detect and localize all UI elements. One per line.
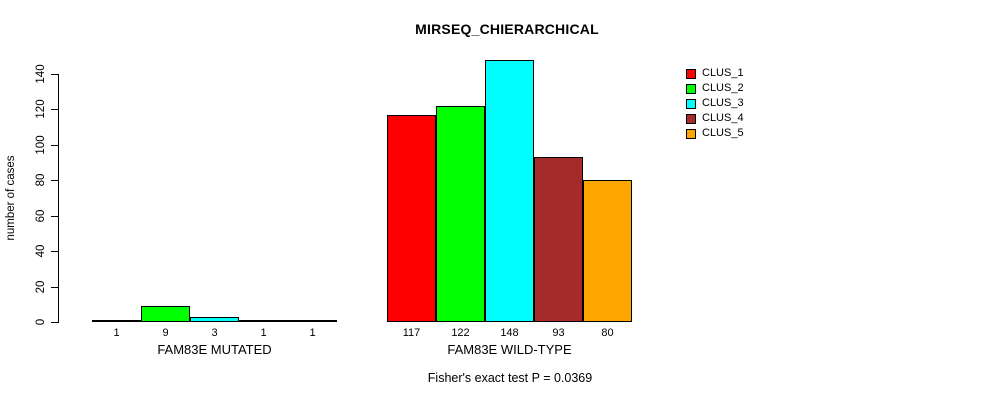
y-tick-label: 0 [35, 318, 47, 326]
bar-value-label: 1 [113, 327, 120, 339]
legend-label: CLUS_4 [702, 112, 744, 124]
legend-swatch-icon [686, 98, 696, 109]
fisher-test-footnote: Fisher's exact test P = 0.0369 [427, 371, 593, 385]
bar-value-label: 122 [451, 327, 470, 339]
bar-value-label: 93 [552, 327, 565, 339]
legend: CLUS_1 CLUS_2 CLUS_3 CLUS_4 CLUS_5 [686, 66, 744, 141]
legend-item-clus_3: CLUS_3 [686, 96, 744, 111]
legend-item-clus_4: CLUS_4 [686, 111, 744, 126]
bar-clus_1-2 [387, 115, 436, 322]
legend-label: CLUS_2 [702, 82, 744, 94]
bar-clus_4-1 [239, 320, 288, 322]
legend-swatch-icon [686, 68, 696, 79]
legend-label: CLUS_5 [702, 127, 744, 139]
legend-item-clus_1: CLUS_1 [686, 66, 744, 81]
legend-label: CLUS_1 [702, 67, 744, 79]
bar-clus_1-1 [92, 320, 141, 322]
y-tick [51, 322, 58, 323]
bar-value-label: 1 [260, 327, 267, 339]
bar-value-label: 148 [500, 327, 519, 339]
y-tick [51, 180, 58, 181]
y-tick [51, 109, 58, 110]
bar-value-label: 3 [211, 327, 218, 339]
legend-swatch-icon [686, 128, 696, 139]
bar-clus_5-2 [583, 180, 632, 322]
legend-item-clus_2: CLUS_2 [686, 81, 744, 96]
bar-value-label: 117 [402, 327, 421, 339]
bar-value-label: 80 [601, 327, 614, 339]
bar-clus_4-2 [534, 157, 583, 322]
x-axis-group-label: FAM83E MUTATED [157, 342, 272, 357]
legend-label: CLUS_3 [702, 97, 744, 109]
y-tick-label: 80 [35, 173, 47, 187]
chart-title: MIRSEQ_CHIERARCHICAL [415, 21, 599, 37]
y-axis-label: number of cases [5, 155, 17, 241]
y-tick-label: 40 [35, 244, 47, 258]
legend-swatch-icon [686, 83, 696, 94]
y-tick-label: 140 [35, 64, 47, 84]
x-axis-group-label: FAM83E WILD-TYPE [447, 342, 572, 357]
y-tick [51, 287, 58, 288]
y-tick-label: 20 [35, 280, 47, 294]
bar-clus_5-1 [288, 320, 337, 322]
y-tick [51, 251, 58, 252]
bar-value-label: 1 [309, 327, 316, 339]
y-tick-label: 100 [35, 135, 47, 155]
y-tick [51, 74, 58, 75]
y-tick [51, 216, 58, 217]
y-axis-line [58, 74, 59, 323]
bar-clus_3-1 [190, 317, 239, 322]
bar-clus_3-2 [485, 60, 534, 322]
y-tick-label: 60 [35, 209, 47, 223]
y-tick [51, 145, 58, 146]
legend-item-clus_5: CLUS_5 [686, 126, 744, 141]
legend-swatch-icon [686, 113, 696, 124]
bar-clus_2-1 [141, 306, 190, 322]
y-tick-label: 120 [35, 99, 47, 119]
bar-clus_2-2 [436, 106, 485, 322]
bar-value-label: 9 [162, 327, 169, 339]
